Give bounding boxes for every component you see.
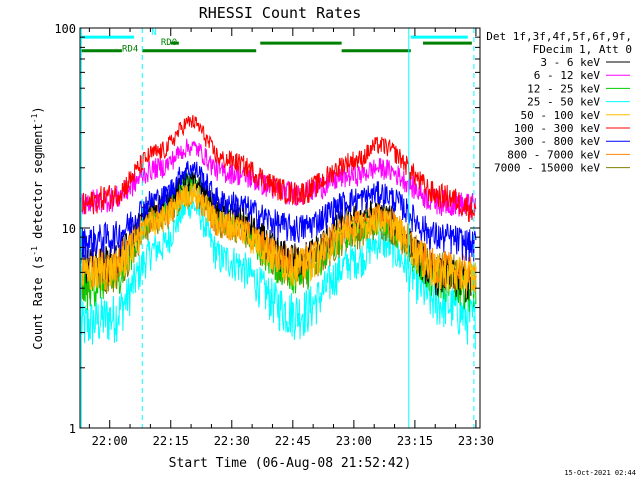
- series-line-6: [80, 160, 477, 262]
- legend-label: 800 - 7000 keV: [507, 148, 600, 161]
- legend-label: 300 - 800 keV: [514, 135, 600, 148]
- footer-timestamp: 15-Oct-2021 02:44: [564, 469, 636, 477]
- legend-label: 50 - 100 keV: [521, 109, 601, 122]
- y-tick-label: 100: [54, 22, 76, 36]
- series-line-5: [80, 114, 477, 222]
- flag-label-n: N: [151, 28, 156, 38]
- legend-label: 3 - 6 keV: [540, 56, 600, 69]
- series-line-3: [80, 197, 477, 350]
- axes: 22:00 22:15 22:30 22:45 23:00 23:15 23:30 1 10 10…: [54, 22, 494, 448]
- legend-label: 25 - 50 keV: [527, 96, 600, 109]
- x-tick-label: 23:15: [397, 434, 433, 448]
- legend-label: 6 - 12 keV: [534, 69, 601, 82]
- legend: Det 1f,3f,4f,5f,6f,9f, FDecim 1, Att 0 3…: [486, 30, 632, 175]
- y-tick-label: 1: [69, 422, 76, 436]
- series-layer: [80, 114, 477, 350]
- x-tick-label: 22:30: [214, 434, 250, 448]
- chart-title: RHESSI Count Rates: [199, 4, 362, 22]
- x-tick-label: 23:30: [458, 434, 494, 448]
- y-axis-label: Count Rate (s-1 detector segment-1): [30, 106, 45, 349]
- legend-header-line-1: Det 1f,3f,4f,5f,6f,9f,: [486, 30, 632, 43]
- legend-label: 7000 - 15000 keV: [494, 162, 600, 175]
- segment-flags: N RD0 RD4: [81, 28, 472, 55]
- x-tick-label: 22:00: [92, 434, 128, 448]
- series-line-4: [80, 182, 477, 299]
- x-tick-label: 22:45: [275, 434, 311, 448]
- flag-label-rd0: RD0: [161, 38, 177, 48]
- y-tick-label: 10: [62, 222, 76, 236]
- legend-header-line-2: FDecim 1, Att 0: [533, 43, 632, 56]
- x-tick-label: 23:00: [336, 434, 372, 448]
- legend-label: 100 - 300 keV: [514, 122, 600, 135]
- x-axis-label: Start Time (06-Aug-08 21:52:42): [169, 456, 412, 471]
- x-tick-label: 22:15: [153, 434, 189, 448]
- legend-label: 12 - 25 keV: [527, 82, 600, 95]
- flag-label-rd4: RD4: [122, 45, 138, 55]
